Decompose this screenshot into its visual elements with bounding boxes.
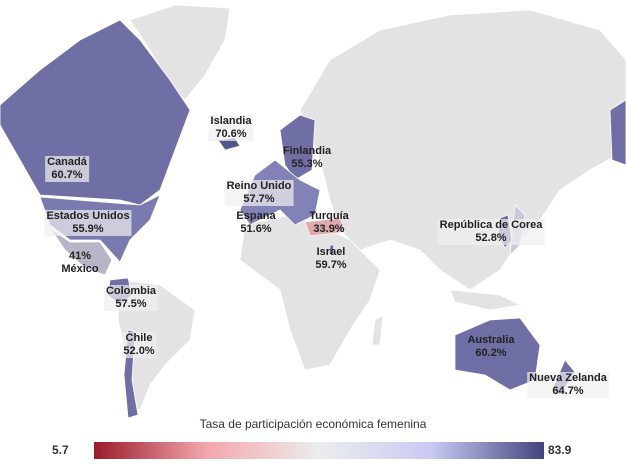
label-uk: Reino Unido 57.7% xyxy=(224,180,294,206)
label-turkey: Turquía 33.9% xyxy=(309,210,349,235)
country-europe-nordic xyxy=(279,114,316,181)
indonesia xyxy=(449,289,522,311)
legend-min: 5.7 xyxy=(52,443,69,457)
country-israel xyxy=(328,244,335,257)
country-mexico xyxy=(49,227,113,276)
label-usa: Estados Unidos 55.9% xyxy=(44,210,132,236)
legend-color-scale xyxy=(94,442,544,459)
label-iceland: Islandia 70.6% xyxy=(208,115,254,141)
label-new-zealand: Nueva Zelanda 64.7% xyxy=(527,372,609,398)
label-canada: Canadá 60.7% xyxy=(45,156,89,182)
country-east-edge xyxy=(609,99,626,166)
madagascar xyxy=(371,314,384,346)
label-finland: Finlandia 55.3% xyxy=(282,145,332,170)
label-chile: Chile 52.0% xyxy=(121,332,157,358)
label-colombia: Colombia 57.5% xyxy=(103,285,159,311)
country-turkey xyxy=(304,217,346,237)
label-mexico: 41% México xyxy=(61,250,99,275)
label-australia: Australia 60.2% xyxy=(467,334,515,359)
legend-max: 83.9 xyxy=(548,443,572,457)
label-spain: Espana 51.6% xyxy=(236,210,276,235)
label-korea: República de Corea 52.8% xyxy=(437,219,545,245)
legend-title: Tasa de participación económica femenina xyxy=(199,417,427,431)
label-israel: Israel 59.7% xyxy=(315,246,347,271)
